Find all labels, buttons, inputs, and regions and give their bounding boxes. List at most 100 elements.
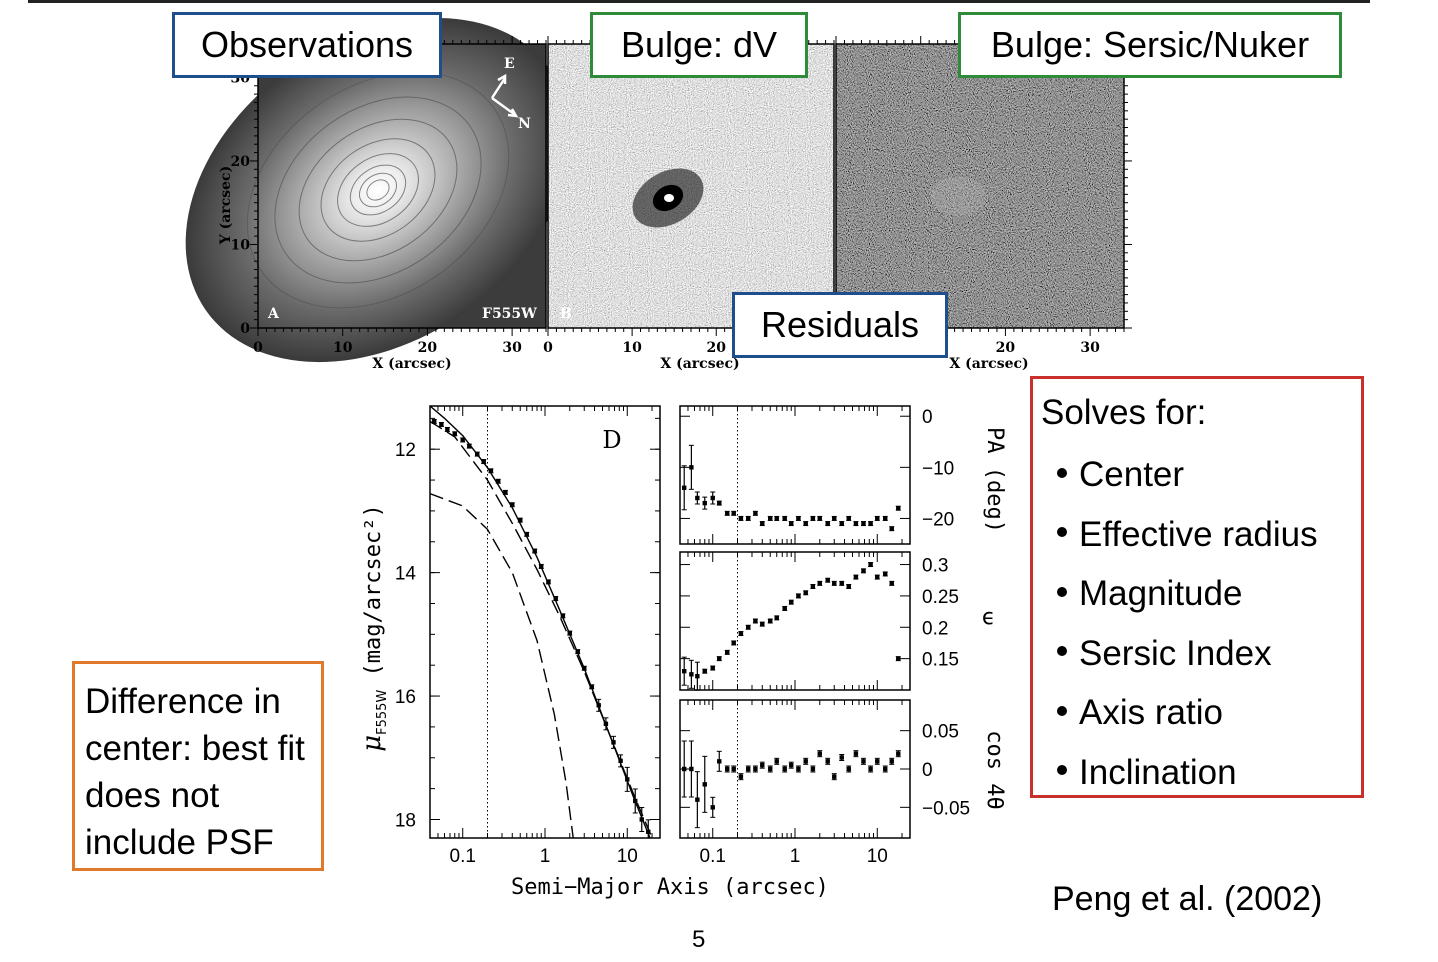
data-point	[774, 759, 779, 764]
data-point	[853, 751, 859, 756]
data-point	[760, 621, 765, 627]
data-point	[832, 581, 837, 586]
data-point	[717, 759, 722, 764]
data-point	[817, 751, 822, 756]
bulge-sersic-label: Bulge: Sersic/Nuker	[958, 12, 1342, 78]
y-tick-label: 14	[395, 564, 417, 585]
data-point	[689, 766, 694, 772]
data-point	[796, 593, 801, 599]
data-point	[810, 766, 816, 772]
bullet-icon	[1057, 586, 1067, 597]
data-point	[488, 468, 494, 473]
x-tick-label: 10	[333, 340, 353, 356]
data-point	[682, 485, 687, 490]
y-tick-label: 18	[395, 810, 416, 831]
compass-e: E	[504, 56, 515, 72]
panel-b-letter: B	[560, 306, 572, 322]
data-point	[460, 437, 465, 443]
data-point	[532, 548, 537, 554]
data-point	[774, 516, 779, 521]
data-point	[868, 766, 873, 772]
surface-brightness-plot: 0.1 1 10 12 14 16 18 D	[395, 405, 661, 867]
data-point	[853, 574, 859, 580]
data-point	[789, 521, 794, 526]
x-axis-label-b: X (arcsec)	[660, 356, 739, 372]
x-axis-title: Semi−Major Axis (arcsec)	[511, 875, 829, 900]
data-point	[868, 562, 873, 567]
data-point	[810, 516, 816, 521]
data-point	[717, 656, 722, 661]
data-point	[546, 579, 551, 585]
data-point	[825, 521, 830, 526]
data-point	[883, 571, 888, 577]
x-axis-label-c: X (arcsec)	[949, 356, 1028, 372]
data-point	[803, 759, 808, 764]
x-tick-label: 10	[867, 846, 888, 867]
data-point	[524, 532, 529, 537]
x-tick-label: 0.1	[450, 846, 476, 867]
y-tick-label: 0	[240, 321, 250, 337]
data-point	[560, 613, 566, 619]
data-point	[646, 829, 651, 835]
data-point	[883, 516, 888, 521]
data-point	[596, 703, 601, 708]
y-tick-label: 0.3	[922, 556, 948, 577]
data-point	[695, 674, 700, 679]
data-point	[768, 516, 773, 521]
main-y-axis-title: μF555W (mag/arcsec²)	[357, 504, 390, 752]
x-tick-label: 20	[996, 340, 1016, 356]
data-point	[717, 500, 722, 506]
cos4-axis-title: cos 4θ	[982, 730, 1007, 809]
x-tick-label: 30	[502, 340, 522, 356]
data-point	[889, 581, 894, 586]
panel-a-filter: F555W	[482, 306, 537, 322]
data-point	[875, 759, 880, 764]
data-point	[582, 666, 587, 671]
data-point	[682, 766, 687, 772]
y-tick-label: −10	[922, 458, 954, 479]
solves-for-box: Solves for: Center Effective radius Magn…	[1030, 376, 1364, 798]
model-inner-component	[430, 492, 574, 838]
data-point	[753, 618, 758, 624]
y-tick-label: 12	[395, 440, 416, 461]
data-point	[746, 625, 751, 630]
data-point	[503, 490, 508, 495]
data-point	[839, 755, 844, 760]
x-tick-label: 10	[617, 846, 638, 867]
data-point	[839, 521, 844, 526]
x-axis-label-a: X (arcsec)	[372, 356, 451, 372]
data-point	[725, 766, 730, 772]
data-point	[875, 516, 880, 521]
data-point	[861, 759, 866, 764]
data-point	[760, 521, 765, 526]
data-point	[467, 443, 472, 449]
bullet-icon	[1057, 705, 1067, 716]
data-point	[618, 758, 623, 764]
bullet-icon	[1057, 646, 1067, 657]
compass-n: N	[518, 116, 531, 132]
list-item: Inclination	[1057, 743, 1361, 803]
eps-axis-title: ϵ	[981, 605, 994, 630]
x-tick-label: 0	[543, 340, 553, 356]
residuals-label: Residuals	[732, 292, 948, 358]
data-point	[625, 777, 630, 782]
x-tick-label: 1	[540, 846, 551, 867]
list-item: Axis ratio	[1057, 683, 1361, 743]
data-point	[746, 516, 751, 521]
data-point	[803, 590, 808, 595]
list-item: Center	[1057, 445, 1361, 505]
data-point	[760, 762, 765, 768]
data-point	[817, 516, 822, 521]
y-tick-label: 0	[922, 760, 933, 781]
data-point	[846, 516, 851, 521]
data-point	[789, 762, 794, 768]
x-tick-label: 1	[790, 846, 801, 867]
data-point	[832, 774, 837, 779]
data-point	[803, 521, 808, 526]
data-point	[518, 517, 523, 523]
y-tick-label: 20	[231, 154, 251, 170]
bullet-icon	[1057, 765, 1067, 776]
data-point	[889, 526, 894, 531]
data-point	[589, 684, 594, 689]
data-point	[445, 427, 450, 432]
